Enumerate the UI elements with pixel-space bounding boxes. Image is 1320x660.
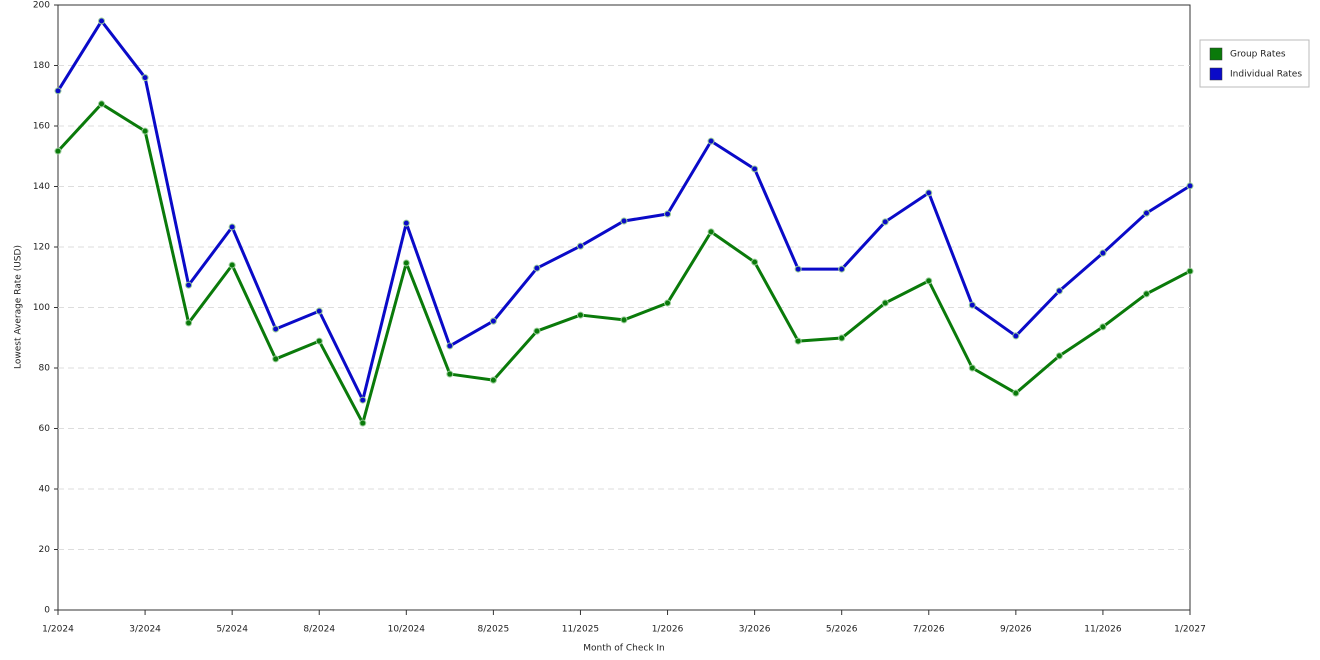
x-tick-label: 8/2024 — [303, 625, 335, 635]
data-point — [489, 317, 497, 325]
series-line — [56, 19, 1191, 402]
data-point — [664, 299, 672, 307]
data-point — [98, 17, 106, 25]
data-point — [185, 281, 193, 289]
y-tick-label: 160 — [33, 122, 50, 132]
data-point — [141, 127, 149, 135]
data-point — [707, 137, 715, 145]
data-point — [228, 223, 236, 231]
data-point — [838, 334, 846, 342]
x-tick-label: 1/2026 — [652, 625, 684, 635]
data-point — [968, 364, 976, 372]
data-point — [1142, 290, 1150, 298]
data-point — [1055, 287, 1063, 295]
series-line — [56, 102, 1191, 425]
x-tick-label: 11/2025 — [562, 625, 599, 635]
data-point — [1099, 249, 1107, 257]
x-tick-label: 1/2024 — [42, 625, 74, 635]
x-tick-label: 3/2024 — [129, 625, 161, 635]
data-point — [446, 370, 454, 378]
data-point — [576, 311, 584, 319]
data-point — [925, 277, 933, 285]
legend-swatch — [1209, 47, 1223, 61]
data-point — [54, 87, 62, 95]
data-point — [1099, 323, 1107, 331]
data-point — [838, 265, 846, 273]
data-point — [1012, 389, 1020, 397]
y-tick-label: 0 — [44, 606, 50, 616]
y-tick-label: 180 — [33, 61, 50, 71]
x-tick-label: 8/2025 — [478, 625, 510, 635]
data-point — [141, 74, 149, 82]
data-point — [489, 376, 497, 384]
data-point — [446, 342, 454, 350]
data-point — [1012, 332, 1020, 340]
data-point — [315, 307, 323, 315]
data-point — [1055, 352, 1063, 360]
data-point — [402, 219, 410, 227]
legend-label: Group Rates — [1230, 50, 1286, 60]
data-point — [968, 301, 976, 309]
x-axis-label: Month of Check In — [583, 644, 665, 654]
y-axis-label: Lowest Average Rate (USD) — [14, 245, 24, 369]
x-tick-label: 9/2026 — [1000, 625, 1032, 635]
legend-label: Individual Rates — [1230, 70, 1302, 80]
y-tick-label: 60 — [39, 424, 51, 434]
data-point — [1186, 267, 1194, 275]
data-point — [794, 337, 802, 345]
data-point — [228, 261, 236, 269]
data-point — [576, 242, 584, 250]
x-tick-label: 11/2026 — [1084, 625, 1122, 635]
x-tick-label: 10/2024 — [388, 625, 426, 635]
y-tick-label: 40 — [39, 485, 51, 495]
data-point — [98, 100, 106, 108]
data-point — [54, 147, 62, 155]
x-tick-label: 5/2024 — [216, 625, 248, 635]
y-tick-label: 120 — [33, 243, 50, 253]
data-point — [359, 396, 367, 404]
data-point — [359, 419, 367, 427]
data-point — [751, 165, 759, 173]
data-point — [707, 228, 715, 236]
data-point — [533, 264, 541, 272]
data-point — [620, 217, 628, 225]
x-tick-label: 1/2027 — [1174, 625, 1206, 635]
data-point — [185, 319, 193, 327]
data-point — [1142, 209, 1150, 217]
data-point — [272, 325, 280, 333]
data-point — [402, 259, 410, 267]
y-tick-label: 100 — [33, 303, 50, 313]
x-tick-label: 5/2026 — [826, 625, 858, 635]
data-point — [315, 337, 323, 345]
y-tick-label: 80 — [39, 364, 51, 374]
data-point — [620, 316, 628, 324]
data-point — [533, 327, 541, 335]
data-point — [664, 210, 672, 218]
y-tick-label: 200 — [33, 1, 50, 11]
data-point — [272, 355, 280, 363]
data-point — [751, 258, 759, 266]
x-tick-label: 3/2026 — [739, 625, 771, 635]
legend-swatch — [1209, 67, 1223, 81]
y-tick-label: 140 — [33, 182, 50, 192]
data-point — [881, 218, 889, 226]
data-point — [794, 265, 802, 273]
y-tick-label: 20 — [39, 545, 51, 555]
data-point — [925, 189, 933, 197]
data-point — [1186, 182, 1194, 190]
data-point — [881, 299, 889, 307]
x-tick-label: 7/2026 — [913, 625, 945, 635]
